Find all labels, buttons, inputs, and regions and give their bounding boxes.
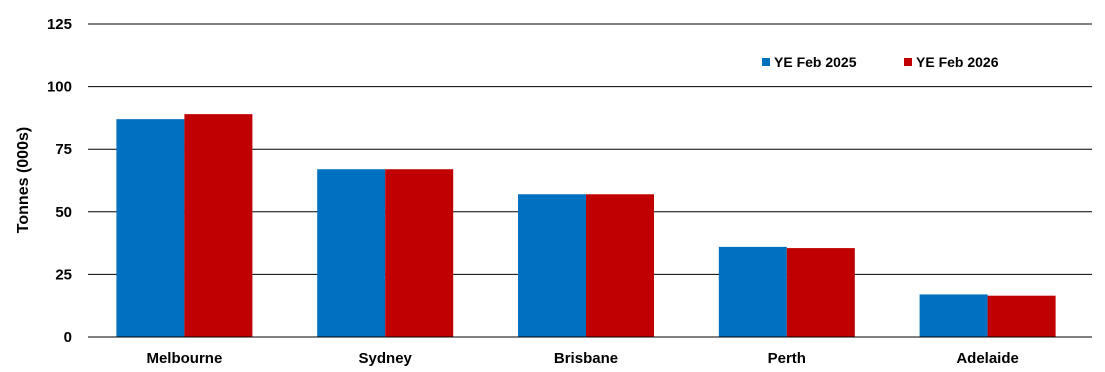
x-tick-label: Sydney — [359, 350, 413, 367]
bar — [718, 246, 787, 337]
gridlines — [88, 23, 1092, 275]
bar — [385, 169, 454, 337]
x-tick-label: Adelaide — [956, 350, 1019, 367]
bar — [518, 194, 586, 337]
x-tick-label: Melbourne — [146, 350, 222, 367]
y-tick-label: 50 — [55, 204, 72, 221]
y-axis-label: Tonnes (000s) — [15, 127, 32, 233]
x-tick-label: Brisbane — [554, 350, 618, 367]
y-tick-label: 0 — [64, 329, 72, 346]
y-tick-label: 100 — [47, 79, 72, 96]
bar — [116, 119, 185, 337]
bar — [919, 294, 988, 337]
bar — [586, 194, 654, 337]
legend-swatch — [904, 58, 912, 66]
y-tick-label: 125 — [47, 16, 72, 33]
bars — [116, 114, 1056, 337]
x-tick-label: Perth — [768, 350, 806, 367]
y-tick-label: 25 — [55, 266, 72, 283]
legend-label: YE Feb 2025 — [774, 54, 857, 70]
bar — [317, 169, 386, 337]
bar — [786, 248, 855, 337]
legend-swatch — [762, 58, 770, 66]
bar — [184, 114, 253, 337]
y-tick-label: 75 — [55, 141, 72, 158]
legend-label: YE Feb 2026 — [916, 54, 999, 70]
bar — [987, 295, 1056, 337]
x-axis-ticks: Melbourne Sydney Brisbane Perth Adelaide — [146, 350, 1018, 367]
legend: YE Feb 2025 YE Feb 2026 — [762, 54, 999, 70]
y-axis-ticks: 0 25 50 75 100 125 — [47, 16, 72, 346]
